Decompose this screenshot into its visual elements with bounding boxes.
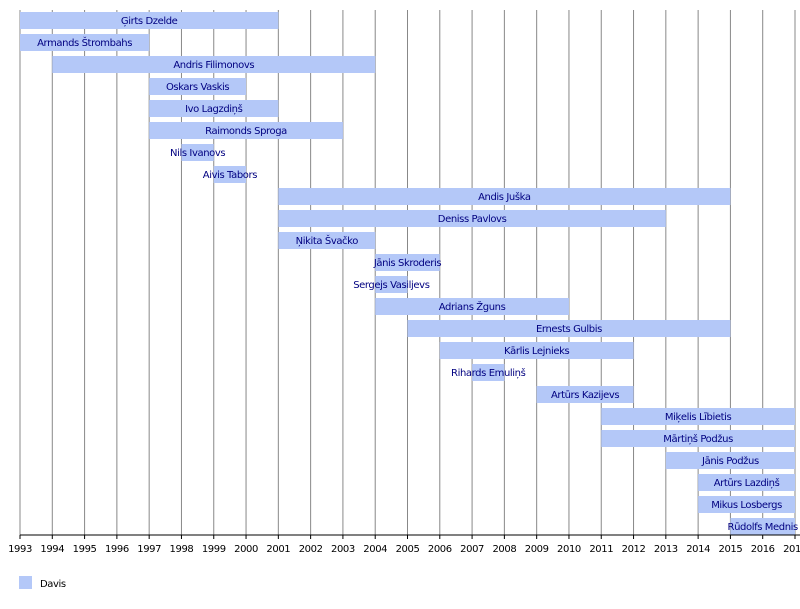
bar xyxy=(278,210,666,227)
x-tick-label: 2016 xyxy=(751,544,775,555)
bar-label: Sergejs Vasiljevs xyxy=(353,280,430,291)
bar xyxy=(536,386,634,403)
bar xyxy=(730,518,795,535)
bar-label: Mikus Losbergs xyxy=(711,500,782,511)
x-tick-label: 2014 xyxy=(686,544,710,555)
bar xyxy=(278,232,376,249)
bar-label: Rūdolfs Mednis xyxy=(728,522,798,533)
bar-label: Andis Juška xyxy=(478,191,531,203)
x-tick-label: 1999 xyxy=(202,544,226,555)
bar xyxy=(149,122,343,139)
bar xyxy=(149,78,247,95)
bar xyxy=(601,430,795,447)
bar xyxy=(407,320,731,337)
x-tick-label: 1997 xyxy=(137,544,161,555)
bar-label: Deniss Pavlovs xyxy=(438,214,507,225)
bar xyxy=(375,254,440,271)
bar-label: Aivis Tabors xyxy=(203,170,257,181)
bar-label: Artūrs Lazdiņš xyxy=(714,477,780,489)
x-tick-label: 1995 xyxy=(73,544,97,555)
bar-label: Ernests Gulbis xyxy=(536,324,602,335)
bar-label: Rihards Emuliņš xyxy=(451,367,526,379)
x-tick-label: 2006 xyxy=(428,544,452,555)
x-tick-label: 1996 xyxy=(105,544,129,555)
legend-label: Davis xyxy=(40,579,66,590)
x-tick-label: 2007 xyxy=(460,544,484,555)
bar xyxy=(472,364,505,381)
bar-label: Andris Filimonovs xyxy=(173,60,254,71)
x-tick-label: 2001 xyxy=(266,544,290,555)
bar xyxy=(601,408,795,425)
bar xyxy=(149,100,279,117)
bar xyxy=(698,496,795,513)
bar-label: Kārlis Lejnieks xyxy=(504,346,570,357)
x-tick-label: 2011 xyxy=(589,544,613,555)
x-tick-label: 2017 xyxy=(783,544,800,555)
bar-label: Ģirts Dzelde xyxy=(121,16,178,27)
bar-label: Artūrs Kazijevs xyxy=(551,390,619,401)
bar-label: Mārtiņš Podžus xyxy=(663,433,733,445)
bar-label: Nils Ivanovs xyxy=(170,148,225,159)
bar xyxy=(20,34,150,51)
bar xyxy=(213,166,247,183)
bar xyxy=(665,452,795,469)
x-tick-label: 1994 xyxy=(40,544,64,555)
x-tick-label: 2002 xyxy=(299,544,323,555)
bar-label: Oskars Vaskis xyxy=(166,82,229,93)
x-tick-label: 2008 xyxy=(492,544,516,555)
bar-label: Jānis Podžus xyxy=(701,455,759,467)
x-tick-label: 2015 xyxy=(718,544,742,555)
bar xyxy=(375,298,569,315)
bar xyxy=(20,12,279,29)
bar xyxy=(181,144,214,161)
x-tick-label: 2012 xyxy=(622,544,646,555)
bar xyxy=(439,342,634,359)
bar-label: Miķelis Lībietis xyxy=(665,412,732,423)
x-tick-label: 2009 xyxy=(525,544,549,555)
x-tick-label: 1998 xyxy=(170,544,194,555)
x-tick-label: 1993 xyxy=(8,544,32,555)
bar-label: Adrians Žguns xyxy=(439,300,506,313)
bar-label: Ņikita Švačko xyxy=(296,234,359,247)
bar-label: Armands Štrombahs xyxy=(37,36,132,49)
bar xyxy=(52,56,376,73)
x-tick-label: 2004 xyxy=(363,544,387,555)
x-tick-label: 2005 xyxy=(396,544,420,555)
bar xyxy=(698,474,795,491)
x-tick-label: 2003 xyxy=(331,544,355,555)
bar-label: Jānis Skroderis xyxy=(373,258,442,269)
x-tick-label: 2013 xyxy=(654,544,678,555)
bar-label: Ivo Lagzdiņš xyxy=(185,103,243,115)
x-tick-label: 2000 xyxy=(234,544,258,555)
bar xyxy=(375,276,408,293)
legend-swatch xyxy=(19,576,32,589)
bar xyxy=(278,188,731,205)
x-tick-label: 2010 xyxy=(557,544,581,555)
bar-label: Raimonds Sproga xyxy=(205,126,287,137)
